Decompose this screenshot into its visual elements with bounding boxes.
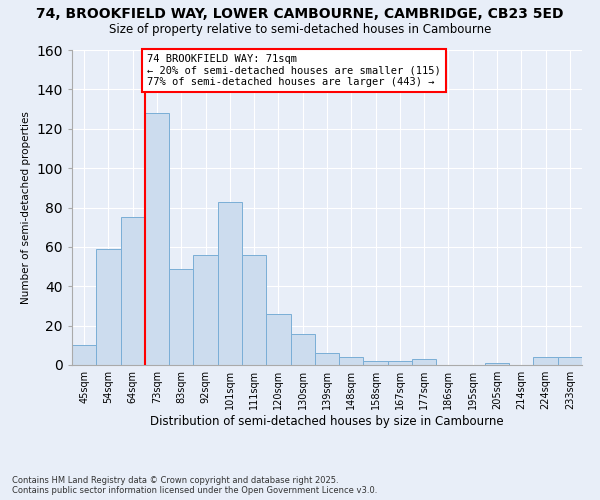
Bar — [242, 255, 266, 365]
X-axis label: Distribution of semi-detached houses by size in Cambourne: Distribution of semi-detached houses by … — [150, 415, 504, 428]
Bar — [412, 359, 436, 365]
Bar — [169, 268, 193, 365]
Bar — [266, 314, 290, 365]
Bar — [558, 357, 582, 365]
Bar — [485, 363, 509, 365]
Bar — [315, 353, 339, 365]
Bar — [388, 361, 412, 365]
Bar — [533, 357, 558, 365]
Bar — [339, 357, 364, 365]
Bar — [218, 202, 242, 365]
Text: Size of property relative to semi-detached houses in Cambourne: Size of property relative to semi-detach… — [109, 22, 491, 36]
Text: 74, BROOKFIELD WAY, LOWER CAMBOURNE, CAMBRIDGE, CB23 5ED: 74, BROOKFIELD WAY, LOWER CAMBOURNE, CAM… — [36, 8, 564, 22]
Bar — [121, 218, 145, 365]
Text: 74 BROOKFIELD WAY: 71sqm
← 20% of semi-detached houses are smaller (115)
77% of : 74 BROOKFIELD WAY: 71sqm ← 20% of semi-d… — [147, 54, 441, 87]
Y-axis label: Number of semi-detached properties: Number of semi-detached properties — [21, 111, 31, 304]
Bar — [96, 249, 121, 365]
Bar — [193, 255, 218, 365]
Bar — [364, 361, 388, 365]
Bar — [72, 346, 96, 365]
Bar — [290, 334, 315, 365]
Bar — [145, 113, 169, 365]
Text: Contains HM Land Registry data © Crown copyright and database right 2025.
Contai: Contains HM Land Registry data © Crown c… — [12, 476, 377, 495]
